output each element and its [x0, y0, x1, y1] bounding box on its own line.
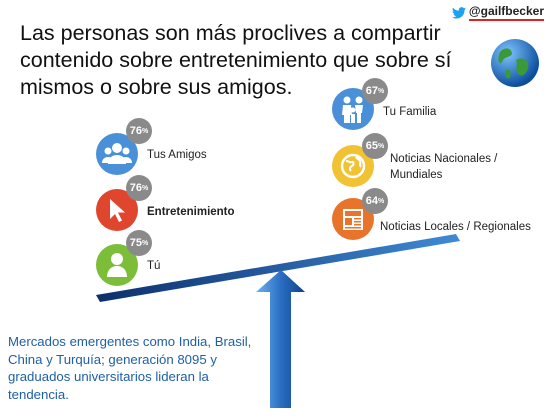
globe-icon [340, 153, 366, 179]
handle-text[interactable]: @gailfbecker [468, 4, 544, 21]
earth-globe-icon [491, 39, 539, 87]
twitter-handle: @gailfbecker [451, 4, 544, 21]
tu-label: Tú [147, 260, 161, 272]
newspaper-icon [343, 209, 363, 230]
entretenimiento-label: Entretenimiento [147, 206, 235, 218]
amigos-percent-badge: 76% [126, 118, 152, 144]
noticias-nacionales-label: Noticias Nacionales / Mundiales [390, 153, 498, 181]
noticias-locales-percent-badge: 64% [362, 188, 388, 214]
amigos-label: Tus Amigos [147, 149, 207, 161]
cursor-icon [110, 199, 125, 222]
footnote: Mercados emergentes como India, Brasil, … [8, 334, 252, 402]
seesaw-fulcrum [256, 270, 305, 408]
noticias-nacionales-percent-badge: 65% [362, 133, 388, 159]
familia-label: Tu Familia [383, 106, 437, 118]
entretenimiento-circle [96, 189, 138, 231]
entretenimiento-percent-badge: 76% [126, 175, 152, 201]
person-icon [107, 253, 127, 277]
tu-percent-badge: 75% [126, 230, 152, 256]
familia-percent-badge: 67% [362, 78, 388, 104]
twitter-bird-icon [451, 6, 466, 19]
noticias-locales-label: Noticias Locales / Regionales [380, 221, 531, 233]
family-icon [342, 96, 363, 123]
people-icon [102, 143, 132, 164]
page-title: Las personas son más proclives a compart… [20, 21, 452, 99]
amigos-circle [96, 133, 138, 175]
seesaw-plank [96, 234, 460, 302]
